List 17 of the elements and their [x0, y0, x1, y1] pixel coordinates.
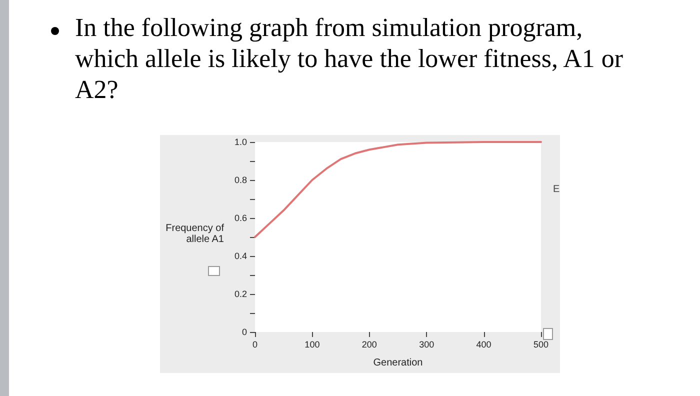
- y-tick-label: 0.4: [234, 251, 247, 261]
- x-tick-label: 300: [419, 340, 434, 350]
- y-tick-label: 0.6: [234, 213, 247, 223]
- y-axis-title: Frequency of allele A1: [164, 223, 224, 245]
- y-tick-label: 0.2: [234, 289, 247, 299]
- x-tick-label: 500: [533, 340, 549, 350]
- x-tick-label: 0: [252, 340, 258, 350]
- x-tick-label: 400: [476, 340, 492, 350]
- x-axis-title: Generation: [373, 358, 423, 368]
- chart-title: In the following graph from simulation program, which allele is likely to have the lower fitness, A1 or A2?: [75, 12, 624, 105]
- y-tick-label: 0.8: [234, 175, 247, 185]
- y-tick-label: 0: [242, 327, 247, 337]
- line-series: [254, 141, 542, 238]
- text: E: [553, 184, 560, 195]
- y-tick-label: 1.0: [234, 137, 247, 147]
- x-tick-label: 100: [304, 340, 320, 350]
- x-tick-label: 200: [362, 340, 377, 350]
